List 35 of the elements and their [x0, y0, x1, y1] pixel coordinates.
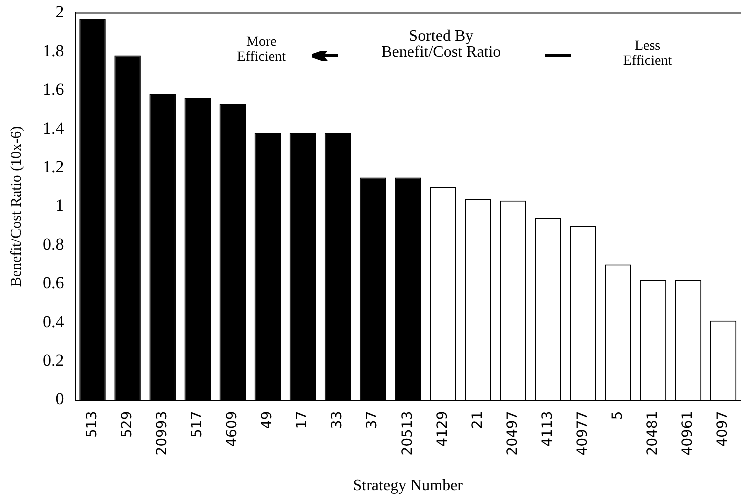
y-tick-label: 1.4	[43, 118, 65, 138]
y-tick-label: 0.4	[43, 312, 65, 332]
x-tick-label: 40961	[680, 411, 696, 456]
y-tick-label: 0.8	[43, 234, 64, 254]
x-tick-label: 4129	[434, 411, 451, 447]
annotation: Sorted By Benefit/Cost Ratio	[382, 28, 502, 62]
y-tick-label: 0.6	[43, 274, 64, 293]
y-tick-label: 2	[56, 2, 64, 22]
y-tick-label: 1	[56, 196, 64, 216]
x-tick-label: 17	[294, 411, 311, 430]
y-tick-label: 1.6	[43, 80, 64, 100]
x-tick-label: 40977	[574, 411, 591, 456]
y-axis-title: Benefit/Cost Ratio (10x-6)	[8, 126, 25, 288]
x-tick-label: 20481	[645, 411, 662, 456]
y-tick-label: 0.2	[43, 351, 64, 370]
x-tick-label: 4097	[715, 411, 732, 447]
annotation: Less Efficient	[623, 39, 672, 70]
annotation: More Efficient	[237, 35, 286, 66]
x-tick-label: 529	[119, 411, 136, 438]
x-tick-label: 20513	[400, 411, 416, 456]
x-axis-title: Strategy Number	[353, 478, 464, 495]
x-tick-label: 4113	[540, 411, 556, 447]
x-tick-label: 37	[364, 411, 381, 430]
x-tick-label: 20497	[504, 411, 521, 456]
x-tick-label: 5	[610, 411, 626, 420]
x-tick-label: 4609	[224, 411, 241, 447]
x-tick-label: 21	[470, 411, 486, 430]
x-tick-label: 49	[260, 411, 276, 430]
y-tick-label: 1.8	[43, 41, 64, 60]
x-tick-label: 20993	[154, 411, 170, 456]
y-tick-label: 1.2	[43, 157, 64, 176]
x-tick-label: 33	[330, 411, 346, 430]
x-tick-label: 517	[190, 411, 206, 438]
x-tick-label: 513	[84, 411, 100, 438]
y-tick-label: 0	[56, 390, 64, 409]
